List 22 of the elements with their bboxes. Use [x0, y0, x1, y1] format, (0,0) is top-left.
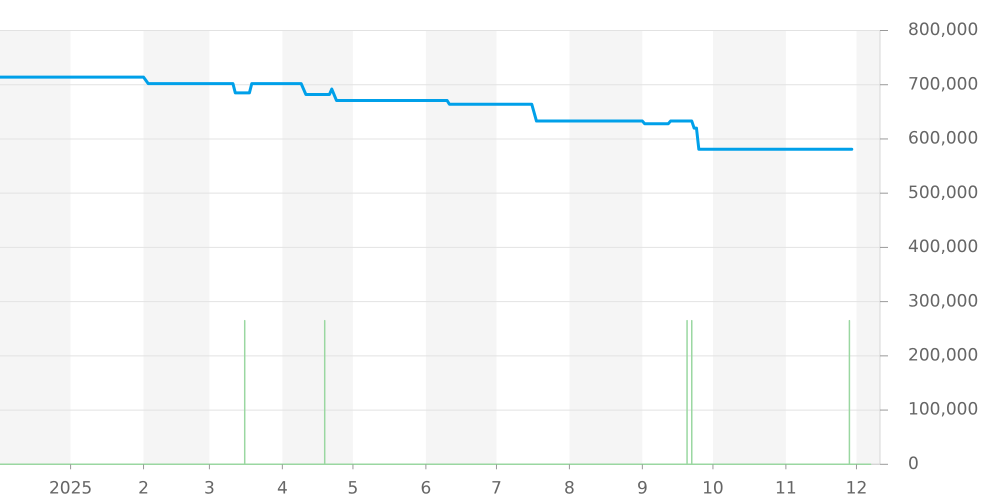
x-tick-label: 7 — [491, 478, 502, 498]
line-series — [0, 76, 854, 151]
y-tick-label: 800,000 — [908, 20, 978, 40]
y-tick-label: 300,000 — [908, 291, 978, 312]
x-tick-label: 6 — [420, 478, 432, 498]
x-tick-label: 10 — [702, 478, 724, 498]
y-tick-label: 700,000 — [908, 74, 978, 94]
x-tick-label: 3 — [204, 478, 215, 498]
x-tick-label: 2 — [138, 478, 149, 498]
y-tick-label: 100,000 — [908, 400, 978, 420]
x-tick-label: 11 — [775, 478, 797, 498]
x-tick-label: 5 — [348, 478, 358, 498]
y-tick-label: 600,000 — [908, 128, 978, 149]
x-tick-label: 2025 — [48, 478, 92, 498]
x-tick-label: 8 — [564, 478, 575, 498]
y-tick-label: 200,000 — [908, 345, 978, 366]
y-tick-label: 400,000 — [908, 237, 978, 258]
x-tick-label: 9 — [636, 478, 648, 498]
y-tick-label: 500,000 — [908, 182, 978, 203]
x-tick-label: 12 — [846, 478, 868, 498]
x-tick-label: 4 — [276, 478, 288, 498]
y-tick-label: 0 — [908, 454, 919, 474]
